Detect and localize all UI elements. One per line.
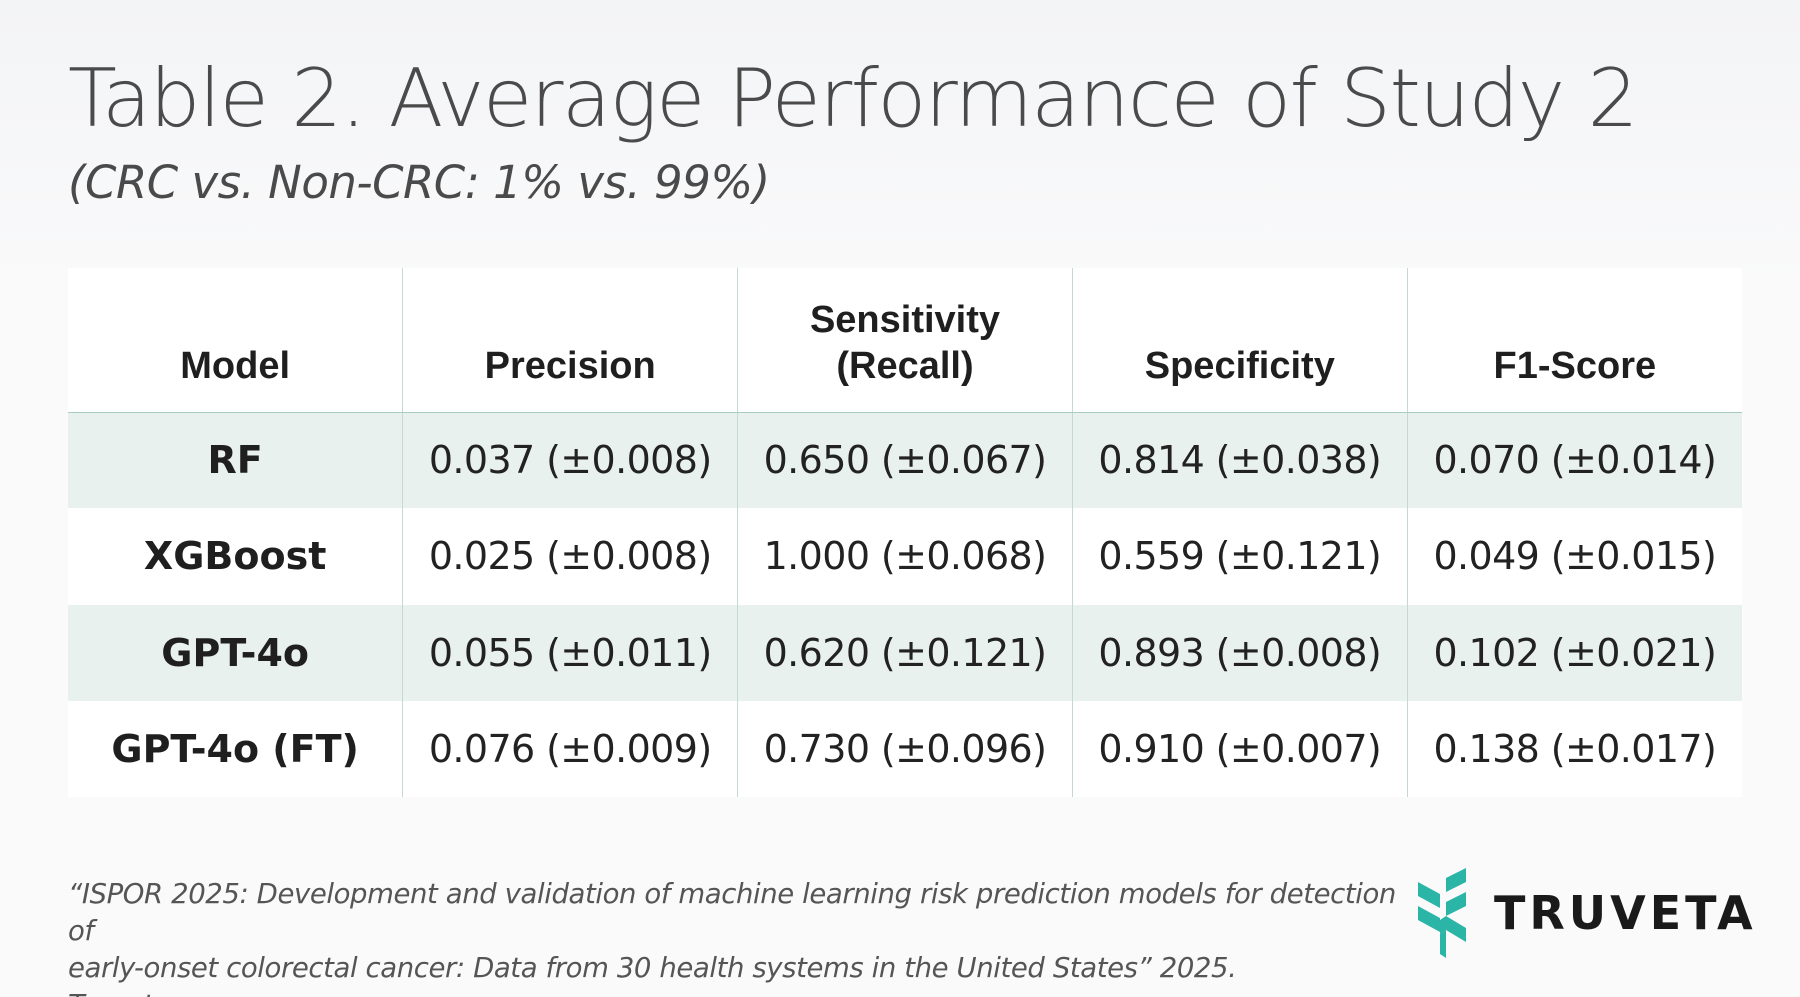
truveta-wordmark: TRUVETA [1494,886,1757,940]
cell-specificity: 0.910 (±0.007) [1071,700,1408,797]
cell-model: RF [68,412,403,509]
cell-precision: 0.025 (±0.008) [402,508,738,605]
table-row: GPT-4o (FT) 0.076 (±0.009) 0.730 (±0.096… [68,700,1742,797]
citation-line1: “ISPOR 2025: Development and validation … [68,878,1396,947]
table-row: GPT-4o 0.055 (±0.011) 0.620 (±0.121) 0.8… [68,604,1742,701]
header-sensitivity-line2: (Recall) [836,345,974,388]
performance-table: Model Precision Sensitivity (Recall) Spe… [68,268,1742,797]
cell-precision: 0.055 (±0.011) [402,604,738,701]
cell-model: XGBoost [143,534,327,579]
cell-f1-score: 0.070 (±0.014) [1406,412,1742,509]
cell-model: GPT-4o (FT) [111,726,359,771]
cell-f1-score: 0.102 (±0.021) [1406,604,1742,701]
page-title: Table 2. Average Performance of Study 2 [68,52,1638,145]
page-subtitle: (CRC vs. Non-CRC: 1% vs. 99%) [68,156,770,209]
cell-sensitivity: 0.730 (±0.096) [737,700,1073,797]
cell-precision: 0.076 (±0.009) [402,700,738,797]
cell-f1-score: 0.138 (±0.017) [1406,700,1742,797]
citation-line2: early-onset colorectal cancer: Data from… [68,952,1237,997]
table-row: RF 0.037 (±0.008) 0.650 (±0.067) 0.814 (… [68,412,1742,509]
header-model: Model [68,268,403,413]
cell-specificity: 0.893 (±0.008) [1071,604,1408,701]
citation: “ISPOR 2025: Development and validation … [68,876,1418,997]
header-specificity: Specificity [1071,268,1408,413]
header-f1-score: F1-Score [1406,268,1742,413]
cell-specificity: 0.559 (±0.121) [1071,508,1408,605]
header-sensitivity: Sensitivity (Recall) [737,268,1073,413]
cell-specificity: 0.814 (±0.038) [1071,412,1408,509]
cell-sensitivity: 0.620 (±0.121) [737,604,1073,701]
header-sensitivity-line1: Sensitivity [809,298,1001,341]
truveta-leaf-icon [1418,868,1466,958]
table-row: XGBoost 0.025 (±0.008) 1.000 (±0.068) 0.… [68,508,1742,605]
truveta-logo: TRUVETA [1418,868,1758,958]
table-header-row: Model Precision Sensitivity (Recall) Spe… [68,268,1742,413]
header-precision: Precision [402,268,738,413]
cell-model: GPT-4o [68,604,403,701]
cell-sensitivity: 1.000 (±0.068) [737,508,1073,605]
cell-sensitivity: 0.650 (±0.067) [737,412,1073,509]
cell-f1-score: 0.049 (±0.015) [1406,508,1742,605]
cell-precision: 0.037 (±0.008) [402,412,738,509]
